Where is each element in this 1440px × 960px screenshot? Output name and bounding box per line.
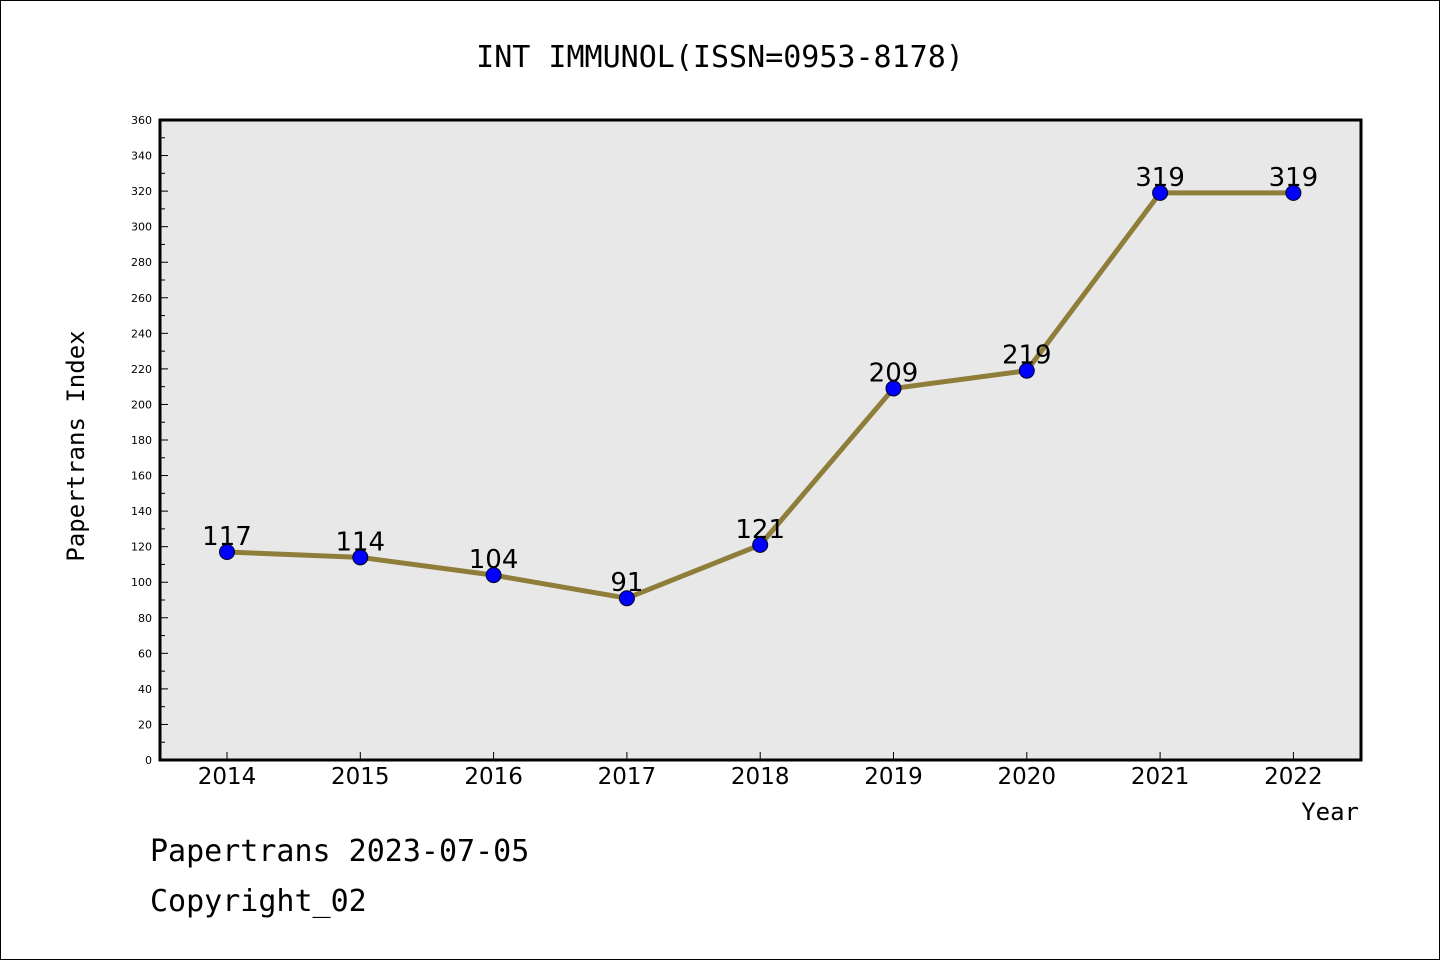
y-tick-label-80: 80: [138, 612, 152, 625]
data-label-2022: 319: [1269, 163, 1319, 193]
data-label-2018: 121: [735, 515, 785, 545]
y-tick-label-180: 180: [131, 434, 152, 447]
y-tick-label-260: 260: [131, 292, 152, 305]
y-tick-label-320: 320: [131, 185, 152, 198]
data-point-2014: [219, 544, 235, 560]
x-tick-label-2019: 2019: [864, 764, 923, 790]
y-tick-label-40: 40: [138, 683, 152, 696]
footer-date: Papertrans 2023-07-05: [150, 834, 530, 869]
x-tick-label-2014: 2014: [198, 764, 257, 790]
y-tick-label-200: 200: [131, 398, 152, 411]
y-tick-label-240: 240: [131, 327, 152, 340]
x-axis-label: Year: [1301, 798, 1359, 826]
x-tick-label-2017: 2017: [598, 764, 657, 790]
data-point-2016: [485, 567, 502, 584]
x-tick-label-2022: 2022: [1264, 764, 1323, 790]
y-tick-label-100: 100: [131, 576, 152, 589]
data-point-2015: [352, 549, 369, 566]
y-tick-label-340: 340: [131, 150, 152, 163]
data-point-2022: [1285, 184, 1302, 201]
x-tick-label-2020: 2020: [998, 764, 1057, 790]
y-axis-label: Papertrans Index: [62, 330, 90, 561]
y-axis: 0 20 40 60 80 100 120 140 160 180 200 220 240 260 280 3…: [131, 114, 168, 767]
y-tick-label-280: 280: [131, 256, 152, 269]
y-tick-label-220: 220: [131, 363, 152, 376]
data-point-2018: [752, 536, 769, 553]
data-label-2016: 104: [469, 545, 519, 575]
data-point-2017: [618, 590, 635, 607]
data-labels-group: 117 114 104 91 121 209 219 319 319: [202, 163, 1318, 598]
y-tick-label-140: 140: [131, 505, 152, 518]
data-point-2021: [1152, 184, 1169, 201]
x-tick-label-2015: 2015: [331, 764, 390, 790]
chart-title: INT IMMUNOL(ISSN=0953-8178): [476, 40, 964, 75]
data-label-2019: 209: [869, 358, 919, 388]
x-tick-label-2018: 2018: [731, 764, 790, 790]
data-point-2020: [1018, 362, 1035, 379]
y-tick-label-20: 20: [138, 718, 152, 731]
y-tick-label-300: 300: [131, 221, 152, 234]
markers-group: [219, 184, 1302, 607]
y-tick-label-160: 160: [131, 470, 152, 483]
data-label-2021: 319: [1135, 163, 1185, 193]
plot-area: [158, 118, 1363, 762]
x-axis: 2014 2015 2016 2017 2018 2019 2020 2021 2022: [198, 752, 1323, 790]
data-label-2014: 117: [202, 522, 252, 552]
y-tick-label-360: 360: [131, 114, 152, 127]
data-label-2015: 114: [335, 527, 385, 557]
data-label-2020: 219: [1002, 341, 1052, 371]
data-point-2019: [885, 380, 902, 397]
x-tick-label-2021: 2021: [1131, 764, 1190, 790]
y-tick-label-60: 60: [138, 647, 152, 660]
y-tick-label-120: 120: [131, 541, 152, 554]
x-tick-label-2016: 2016: [464, 764, 523, 790]
data-label-2017: 91: [610, 568, 643, 598]
footer-copyright: Copyright_02: [150, 884, 367, 919]
y-tick-label-0: 0: [145, 754, 152, 767]
